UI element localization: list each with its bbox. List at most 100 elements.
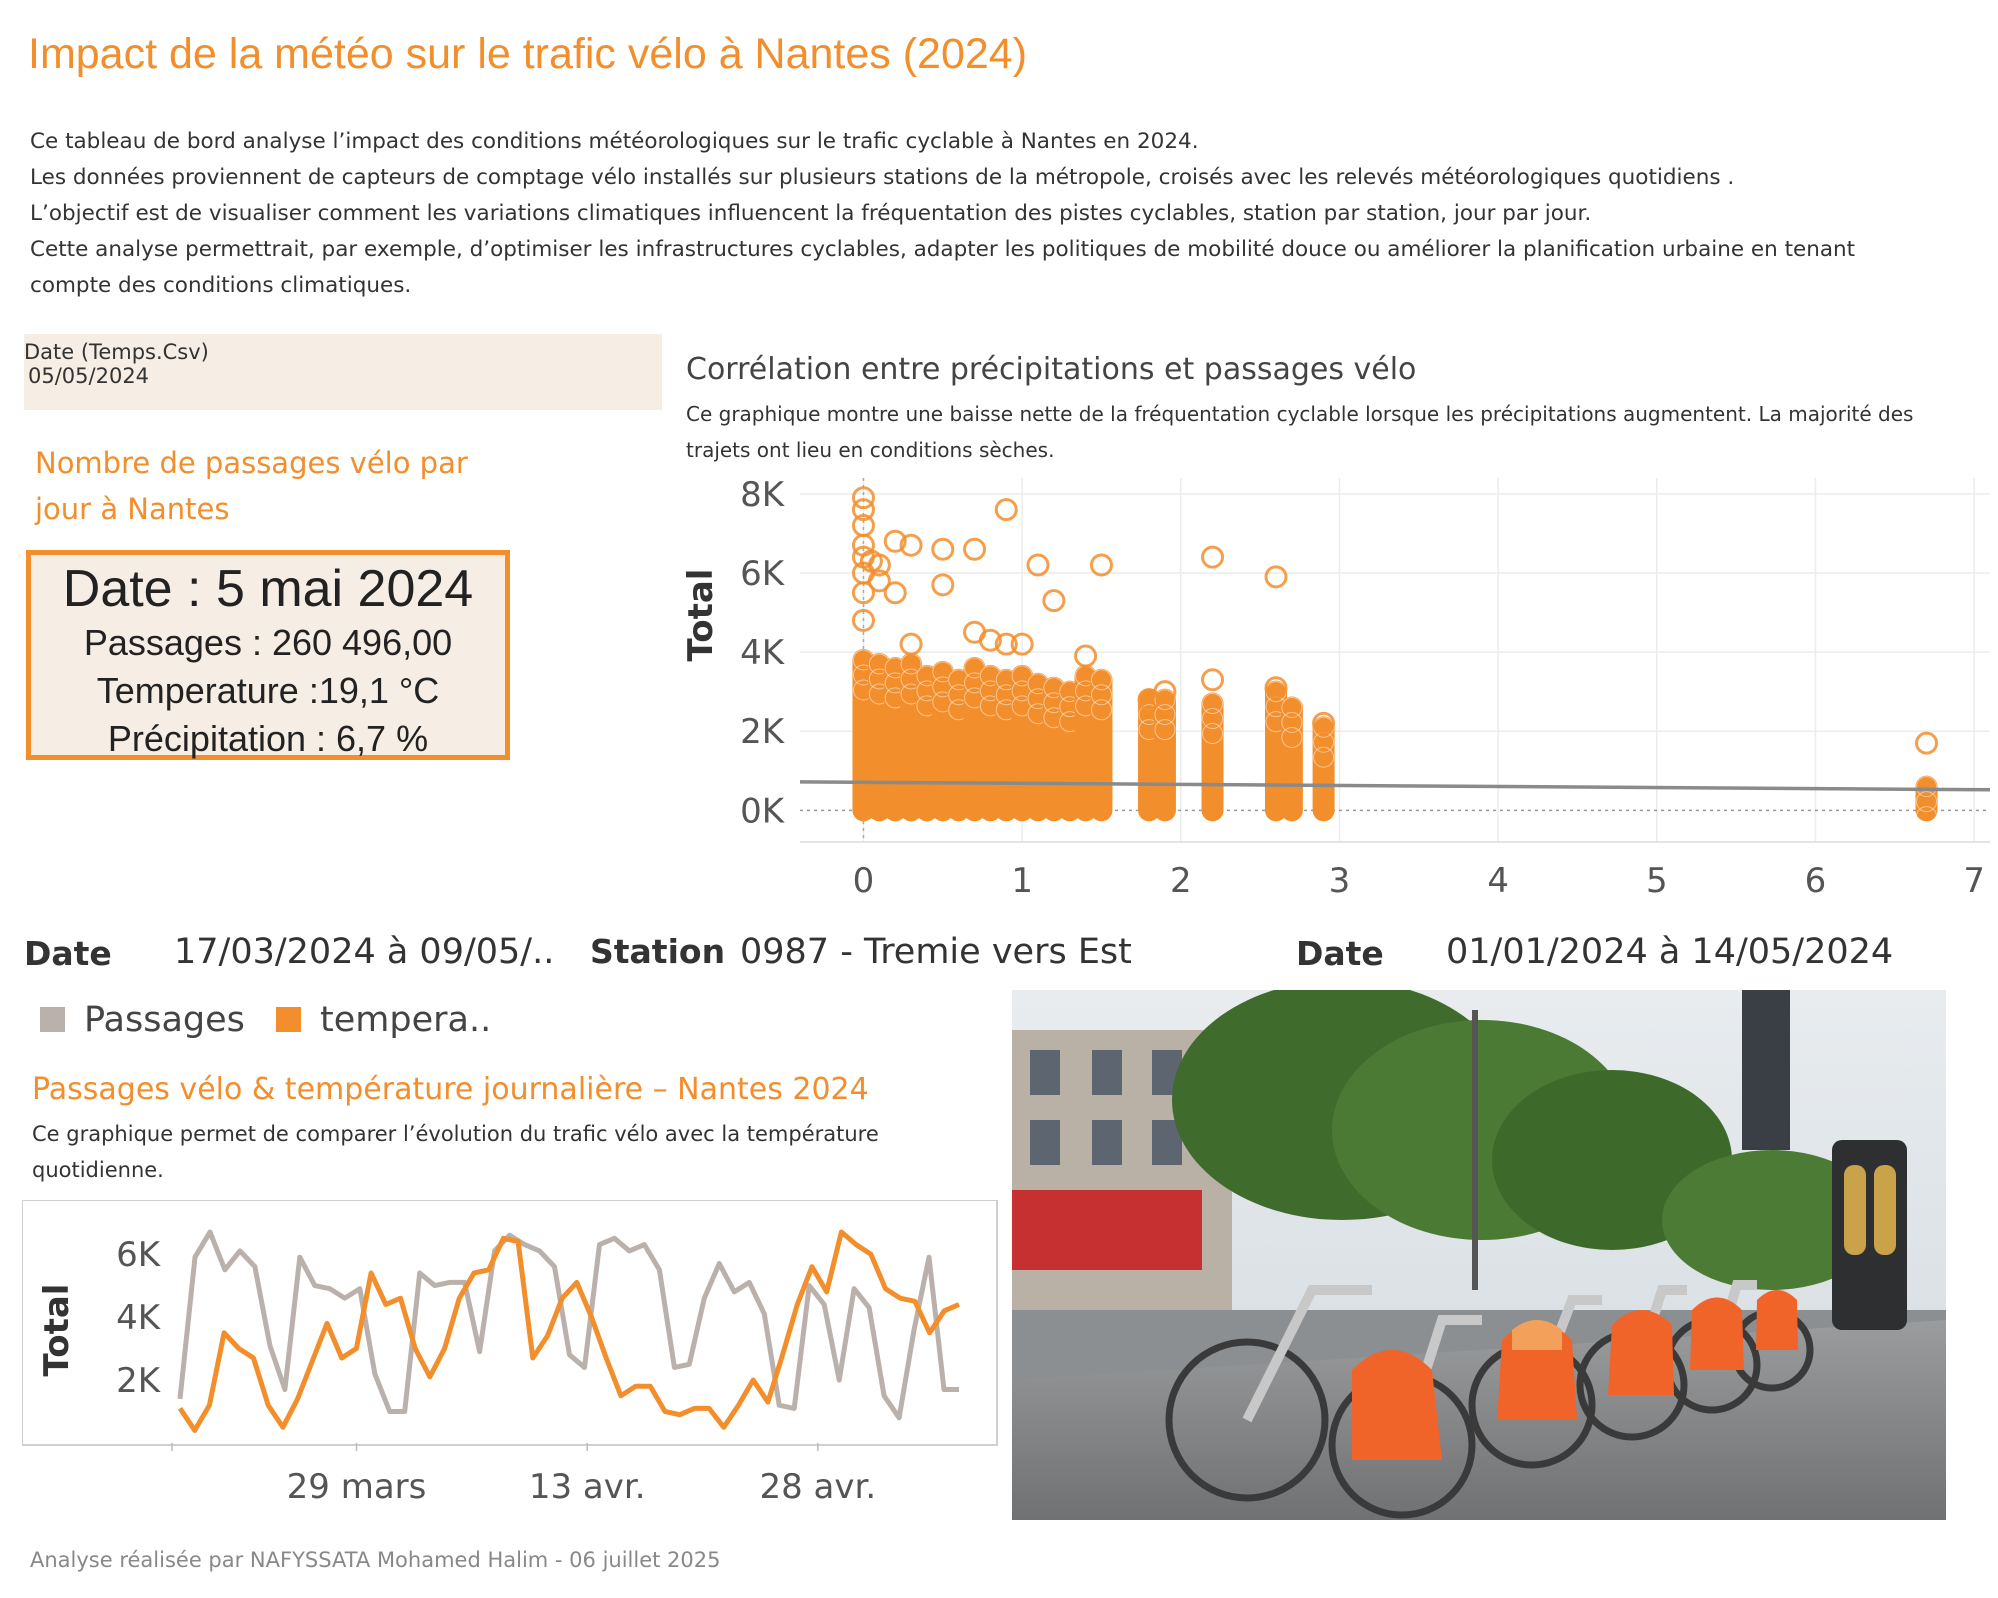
scatter-point[interactable] (1010, 632, 1034, 656)
scatter-dense-column (1280, 696, 1303, 822)
scatter-point[interactable] (851, 486, 875, 510)
intro-line-3: L’objectif est de visualiser comment les… (30, 201, 1592, 226)
scatter-x-tick: 4 (1487, 861, 1509, 901)
scatter-y-tick: 6K (740, 554, 786, 594)
scatter-chart[interactable]: 0 1 2 3 4 5 6 7 0K 2K 4K 6K 8K Total (680, 470, 1990, 910)
scatter-point[interactable] (1201, 668, 1225, 692)
scatter-point-edge (1090, 669, 1112, 691)
scatter-point-edge (1916, 806, 1938, 828)
line-series-temperature[interactable] (177, 1229, 960, 1433)
scatter-point-edge (1916, 776, 1938, 798)
intro-line-2: Les données proviennent de capteurs de c… (30, 165, 1735, 190)
scatter-point-edge (1090, 699, 1112, 721)
line-series (177, 1229, 960, 1433)
date-range-value[interactable]: 17/03/2024 à 09/05/.. (174, 932, 555, 972)
station-label: Station (590, 932, 726, 971)
line-chart-frame (22, 1200, 998, 1446)
station-value[interactable]: 0987 - Tremie vers Est (740, 932, 1132, 972)
scatter-point[interactable] (931, 573, 955, 597)
scatter-point[interactable] (963, 537, 987, 561)
scatter-x-tick: 1 (1011, 861, 1033, 901)
scatter-point[interactable] (1264, 676, 1288, 700)
date-range-2-value[interactable]: 01/01/2024 à 14/05/2024 (1446, 932, 1894, 972)
scatter-point[interactable] (883, 581, 907, 605)
legend-label-passages: Passages (84, 1000, 245, 1040)
line-chart[interactable]: 2K 4K 6K 29 mars 13 avr. 28 avr. Total (22, 1200, 1002, 1510)
scatter-point-edge (1281, 726, 1303, 748)
date-filter-label: Date (Temps.Csv) (24, 340, 209, 364)
intro-line-4: Cette analyse permettrait, par exemple, … (30, 237, 1856, 262)
line-axes: 2K 4K 6K 29 mars 13 avr. 28 avr. (116, 1235, 876, 1507)
scatter-dense-column (1090, 668, 1113, 822)
scatter-point[interactable] (1312, 711, 1336, 735)
date-range-label: Date (24, 934, 112, 973)
kpi-date: Date : 5 mai 2024 (62, 560, 474, 618)
scatter-point[interactable] (1915, 731, 1939, 755)
scatter-trend-line (799, 780, 1990, 792)
scatter-point[interactable] (867, 553, 891, 577)
scatter-title: Corrélation entre précipitations et pass… (686, 352, 1417, 387)
date-filter-value[interactable]: 05/05/2024 (28, 364, 150, 388)
line-grid (171, 1443, 819, 1451)
scatter-point-edge (1202, 693, 1224, 715)
kpi-precipitation: Précipitation : 6,7 % (107, 718, 429, 759)
legend-swatch-temperature (276, 1007, 301, 1032)
scatter-point-edge (1281, 696, 1303, 718)
scatter-point[interactable] (1026, 553, 1050, 577)
scatter-point-edge (1154, 704, 1176, 726)
scatter-point[interactable] (867, 569, 891, 593)
scatter-point-edge (1281, 711, 1303, 733)
line-y-tick: 4K (116, 1298, 162, 1338)
scatter-axes: 0 1 2 3 4 5 6 7 0K 2K 4K 6K 8K (740, 475, 1990, 901)
scatter-point[interactable] (1201, 545, 1225, 569)
scatter-x-tick: 7 (1963, 861, 1985, 901)
line-chart-title: Passages vélo & température journalière … (32, 1072, 869, 1107)
scatter-x-tick: 0 (853, 861, 875, 901)
scatter-point[interactable] (931, 537, 955, 561)
scatter-x-tick: 3 (1329, 861, 1351, 901)
line-chart-description: Ce graphique permet de comparer l’évolut… (32, 1122, 879, 1182)
kpi-temperature: Temperature :19,1 °C (96, 670, 440, 711)
scatter-x-tick: 2 (1170, 861, 1192, 901)
scatter-point[interactable] (899, 632, 923, 656)
scatter-point[interactable] (1089, 553, 1113, 577)
scatter-point[interactable] (851, 608, 875, 632)
scatter-point[interactable] (978, 628, 1002, 652)
scatter-description: Ce graphique montre une baisse nette de … (686, 402, 1914, 462)
intro-line-1: Ce tableau de bord analyse l’impact des … (30, 129, 1199, 154)
scatter-dense-column (1915, 775, 1938, 822)
scatter-x-tick: 5 (1646, 861, 1668, 901)
scatter-y-tick: 2K (740, 712, 786, 752)
scatter-point[interactable] (994, 498, 1018, 522)
scatter-point-edge (1916, 791, 1938, 813)
scatter-point[interactable] (1264, 565, 1288, 589)
line-y-label: Total (37, 1284, 77, 1377)
date-filter[interactable]: Date (Temps.Csv) 05/05/2024 (24, 334, 662, 410)
kpi-card: Date : 5 mai 2024 Passages : 260 496,00 … (26, 550, 510, 760)
line-series-passages[interactable] (177, 1229, 959, 1421)
scatter-point[interactable] (851, 581, 875, 605)
page-title: Impact de la météo sur le trafic vélo à … (28, 30, 1028, 78)
kpi-title: Nombre de passages vélo par jour à Nante… (35, 446, 468, 526)
footer-credit: Analyse réalisée par NAFYSSATA Mohamed H… (30, 1548, 721, 1572)
scatter-point-edge (1202, 708, 1224, 730)
scatter-point[interactable] (1042, 589, 1066, 613)
scatter-point[interactable] (1153, 680, 1177, 704)
legend-label-temperature: tempera.. (320, 1000, 492, 1040)
scatter-y-tick: 0K (740, 791, 786, 831)
scatter-y-label: Total (681, 569, 721, 662)
scatter-point[interactable] (851, 498, 875, 522)
scatter-point-edge (1090, 684, 1112, 706)
scatter-trend (799, 780, 1990, 792)
scatter-y-tick: 4K (740, 633, 786, 673)
date-range-2-label: Date (1296, 934, 1384, 973)
line-x-tick: 13 avr. (529, 1467, 646, 1507)
scatter-point[interactable] (883, 529, 907, 553)
line-y-tick: 2K (116, 1361, 162, 1401)
scatter-point[interactable] (994, 632, 1018, 656)
scatter-x-tick: 6 (1805, 861, 1827, 901)
scatter-points (851, 486, 1939, 755)
scatter-point[interactable] (1074, 644, 1098, 668)
line-x-tick: 28 avr. (759, 1467, 876, 1507)
scatter-point[interactable] (899, 533, 923, 557)
